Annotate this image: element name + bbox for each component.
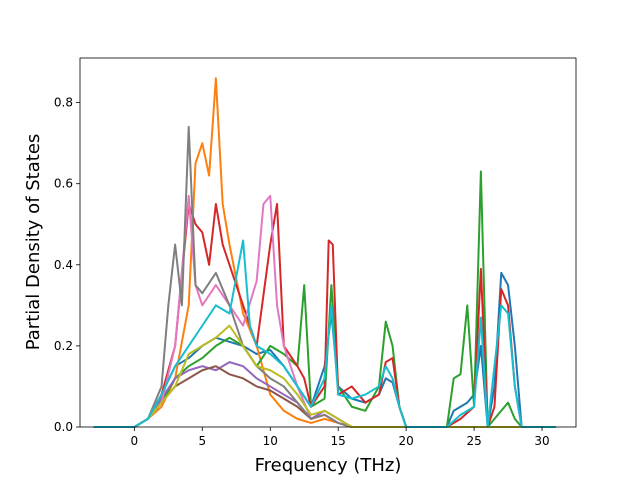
y-tick-label: 0.8 bbox=[54, 96, 73, 110]
x-tick-label: 30 bbox=[534, 434, 549, 448]
y-tick-label: 0.2 bbox=[54, 339, 73, 353]
y-tick-label: 0.6 bbox=[54, 177, 73, 191]
y-axis-label: Partial Density of States bbox=[23, 134, 44, 351]
x-tick-label: 20 bbox=[398, 434, 413, 448]
series-line-10 bbox=[93, 239, 556, 428]
series-line-9 bbox=[93, 324, 556, 428]
y-tick-label: 0.0 bbox=[54, 420, 73, 434]
x-tick-label: 5 bbox=[198, 434, 206, 448]
x-tick-label: 10 bbox=[263, 434, 278, 448]
x-axis-ticks: 0 5 10 15 20 25 30 bbox=[131, 427, 550, 448]
y-tick-label: 0.4 bbox=[54, 258, 73, 272]
x-tick-label: 0 bbox=[131, 434, 139, 448]
series-line-8 bbox=[93, 125, 556, 428]
series-line-4 bbox=[93, 202, 556, 428]
series-layer bbox=[93, 77, 556, 428]
x-tick-label: 25 bbox=[466, 434, 481, 448]
axes-frame bbox=[79, 57, 577, 428]
y-axis-ticks: 0.0 0.2 0.4 0.6 0.8 bbox=[54, 96, 80, 434]
x-tick-label: 15 bbox=[331, 434, 346, 448]
x-axis-label: Frequency (THz) bbox=[255, 455, 402, 476]
